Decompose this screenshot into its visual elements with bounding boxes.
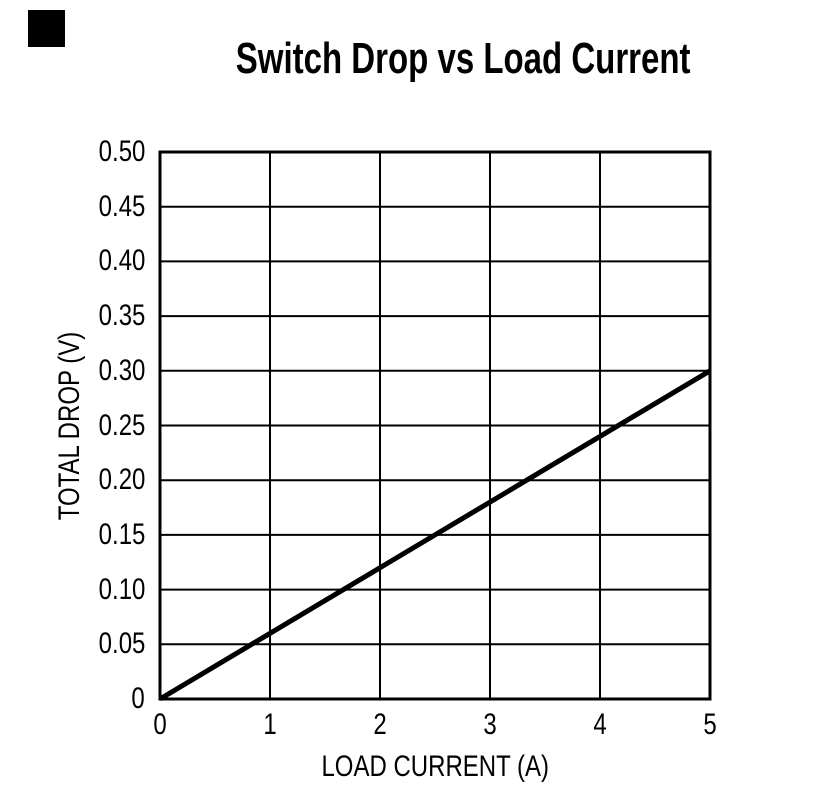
y-tick-label: 0.45 bbox=[98, 189, 145, 223]
y-tick-label: 0.25 bbox=[98, 408, 145, 442]
x-tick-label: 4 bbox=[593, 708, 607, 741]
y-tick-label: 0.10 bbox=[98, 572, 145, 606]
y-tick-label: 0.50 bbox=[98, 135, 145, 168]
x-tick-label: 2 bbox=[373, 708, 387, 741]
plot-border bbox=[158, 150, 712, 701]
x-tick-label: 1 bbox=[263, 708, 277, 741]
y-tick-label: 0 bbox=[131, 682, 145, 715]
x-tick-label: 5 bbox=[703, 708, 717, 741]
x-tick-label: 3 bbox=[483, 708, 497, 741]
corner-square-artifact bbox=[28, 10, 65, 47]
y-tick-label: 0.05 bbox=[98, 627, 145, 661]
series-line-switch-drop bbox=[158, 368, 712, 702]
x-tick-label: 0 bbox=[153, 708, 167, 741]
chart-title-text: Switch Drop vs Load Current bbox=[235, 34, 691, 83]
y-axis-title-text: TOTAL DROP (V) bbox=[53, 331, 86, 521]
y-tick-label: 0.35 bbox=[98, 299, 145, 333]
y-tick-label: 0.20 bbox=[98, 463, 145, 497]
x-axis-title-text: LOAD CURRENT (A) bbox=[321, 750, 549, 783]
y-tick-label: 0.15 bbox=[98, 517, 145, 551]
x-axis-title: LOAD CURRENT (A) bbox=[160, 751, 710, 783]
plot-canvas bbox=[158, 150, 712, 702]
chart-title: Switch Drop vs Load Current bbox=[160, 37, 710, 81]
y-tick-label: 0.40 bbox=[98, 244, 145, 278]
y-tick-label: 0.30 bbox=[98, 353, 145, 387]
